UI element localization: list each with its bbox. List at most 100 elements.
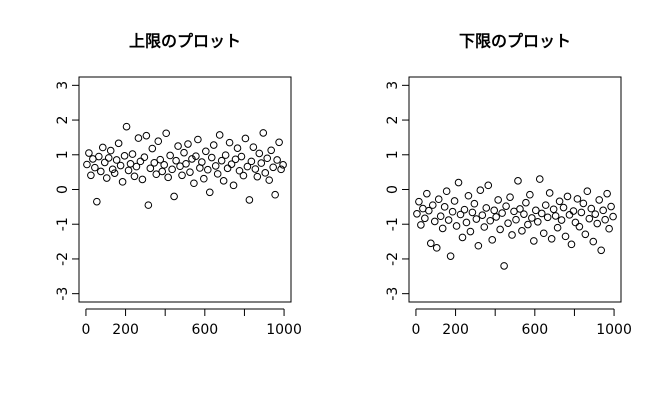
point (472, 215, 481, 223)
point (415, 197, 423, 206)
point (150, 158, 159, 167)
point (200, 174, 208, 183)
y-tick-label: 0 (385, 185, 401, 194)
point (522, 198, 530, 207)
point (444, 216, 453, 224)
point (470, 199, 479, 208)
point (425, 206, 433, 215)
point (215, 131, 224, 139)
point (524, 220, 532, 229)
point (417, 221, 425, 229)
point (128, 150, 137, 158)
point (484, 181, 493, 190)
point (496, 225, 504, 234)
point (164, 173, 172, 182)
x-tick-label: 1000 (596, 322, 632, 338)
point (460, 205, 469, 214)
point (124, 166, 133, 175)
point (603, 189, 611, 198)
point (263, 154, 272, 163)
point (585, 214, 594, 223)
point (605, 224, 613, 233)
y-tick-label: -1 (385, 217, 401, 231)
point (209, 141, 218, 149)
point (498, 209, 506, 217)
point (87, 171, 95, 180)
point (243, 162, 252, 171)
point (563, 192, 572, 201)
point (140, 153, 149, 162)
point (452, 222, 461, 230)
y-tick-label: -3 (55, 287, 71, 301)
y-tick-label: 1 (55, 150, 71, 159)
point (593, 219, 602, 228)
point (219, 177, 228, 185)
point (229, 181, 238, 190)
point (595, 196, 604, 204)
point (518, 227, 526, 235)
point (156, 155, 165, 164)
point (426, 239, 435, 248)
point (539, 229, 548, 238)
point (609, 212, 617, 221)
point (182, 160, 190, 168)
point (506, 193, 514, 201)
point (136, 157, 145, 166)
y-tick-label: 1 (385, 150, 401, 159)
point (130, 172, 139, 181)
point (557, 216, 566, 224)
point (561, 232, 570, 241)
point (440, 203, 449, 211)
point (277, 165, 285, 174)
plot-box (408, 76, 622, 303)
point (514, 177, 522, 185)
point (442, 187, 451, 196)
point (104, 154, 113, 162)
point (233, 144, 242, 152)
point (186, 168, 194, 176)
point (520, 210, 528, 218)
point (269, 163, 277, 172)
point (239, 171, 248, 180)
point (565, 211, 574, 219)
point (430, 217, 439, 226)
point (462, 218, 471, 227)
point (541, 201, 550, 209)
point (575, 222, 584, 231)
point (112, 156, 121, 164)
point (95, 152, 103, 161)
point (100, 158, 109, 167)
x-tick-label: 200 (442, 322, 469, 338)
point (194, 135, 202, 144)
y-tick-label: 3 (385, 81, 401, 90)
point (170, 192, 178, 201)
point (91, 163, 99, 172)
point (225, 138, 234, 147)
y-tick-label: 2 (55, 116, 71, 125)
point (436, 212, 445, 221)
point (132, 162, 141, 171)
point (118, 178, 127, 186)
point (160, 161, 168, 169)
x-tick-label: 0 (81, 322, 90, 338)
point (158, 167, 167, 176)
point (152, 170, 161, 179)
point (110, 169, 119, 177)
point (474, 241, 483, 250)
point (221, 151, 230, 159)
point (205, 188, 214, 197)
x-tick-label: 0 (411, 322, 420, 338)
point (174, 142, 182, 150)
point (168, 165, 176, 174)
point (454, 178, 463, 187)
point (96, 167, 105, 176)
point (178, 171, 186, 180)
point (267, 146, 275, 155)
point (571, 218, 580, 227)
point (492, 213, 500, 221)
point (120, 152, 129, 160)
point (251, 165, 260, 173)
point (438, 224, 447, 233)
point (142, 131, 151, 140)
plot-box (78, 76, 292, 303)
